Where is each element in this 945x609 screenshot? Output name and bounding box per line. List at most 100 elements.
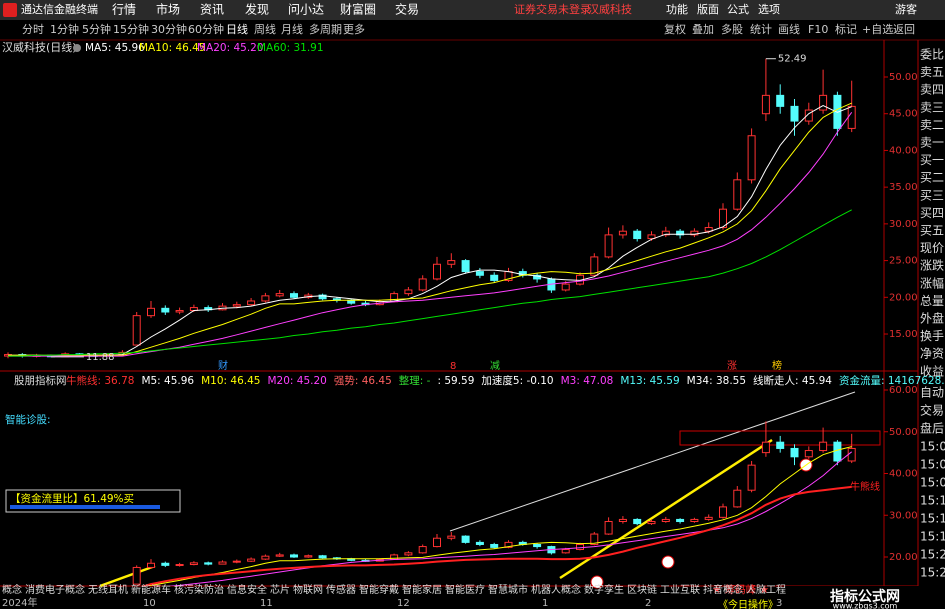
candle-body — [661, 518, 670, 523]
candle-body — [418, 546, 427, 554]
sidebar-label: 涨幅 — [920, 275, 944, 290]
concept-tag[interactable]: 消费电子概念 — [25, 583, 85, 596]
concept-tag[interactable]: 信息安全 — [227, 583, 267, 596]
concept-tag[interactable]: 概念 — [2, 583, 22, 596]
candle-body — [819, 441, 828, 452]
annotation: 【资金流里比】61.49%买 — [10, 492, 134, 505]
tool-button[interactable]: 返回 — [893, 23, 915, 36]
tool-button[interactable]: +自选 — [862, 23, 893, 36]
candle-body — [561, 283, 570, 291]
candle-body — [618, 230, 627, 236]
candle-body — [633, 230, 642, 240]
sidebar-label: 15:1 — [920, 530, 945, 544]
concept-tag[interactable]: 物联网 — [293, 583, 323, 596]
concept-tag[interactable]: 智能穿戴 — [359, 583, 399, 596]
sidebar-label: 15:00 — [920, 476, 945, 490]
indicator-value: M13: 45.59 — [620, 375, 679, 387]
menu-item[interactable]: 问小达 — [288, 3, 324, 17]
user[interactable]: 游客 — [895, 2, 917, 16]
period-tab[interactable]: 周线 — [254, 22, 276, 36]
tool-button[interactable]: 叠加 — [692, 23, 714, 36]
menu-item[interactable]: 财富圈 — [340, 2, 376, 17]
menu-item[interactable]: 功能 — [666, 2, 688, 16]
candle-body — [447, 260, 456, 265]
menu-item[interactable]: 发现 — [245, 2, 269, 17]
concept-tag[interactable]: 智能医疗 — [445, 583, 485, 596]
concept-tag[interactable]: 数字孪生 — [584, 583, 624, 596]
candle-body — [790, 447, 799, 458]
menu-item[interactable]: 公式 — [727, 3, 749, 16]
period-tab[interactable]: 分时 — [22, 23, 44, 36]
concept-tag[interactable]: 人脑工程 — [746, 583, 786, 596]
sidebar-label: 收益 — [920, 364, 944, 378]
candle-body — [833, 441, 842, 462]
candle-body — [290, 293, 298, 298]
candle-body — [147, 562, 155, 568]
y-tick-label: 30.00 — [889, 510, 918, 521]
candle-body — [461, 260, 470, 273]
plot-area — [4, 58, 856, 359]
period-tab[interactable]: 更多 — [343, 22, 365, 36]
candle-body — [232, 304, 241, 307]
period-tab[interactable]: 5分钟 — [82, 22, 111, 36]
period-tab[interactable]: 30分钟 — [151, 22, 187, 36]
candle-body — [776, 441, 785, 449]
tool-button[interactable]: F10 — [808, 23, 828, 36]
sidebar-label: 买三 — [920, 188, 944, 202]
sidebar-label: 总量 — [920, 294, 944, 308]
period-tab[interactable]: 月线 — [281, 22, 303, 36]
candle-body — [819, 94, 828, 111]
sidebar-label: 15:1 — [920, 494, 945, 508]
low-label: 11.88 — [86, 352, 115, 363]
tool-button[interactable]: 标记 — [835, 22, 857, 36]
candle-body — [590, 533, 599, 545]
concept-tag[interactable]: 智能家居 — [402, 583, 442, 596]
candle-body — [132, 315, 141, 346]
settings-icon[interactable] — [73, 44, 81, 52]
indicator-value: M20: 45.20 — [267, 375, 326, 387]
sidebar-label: 现价 — [920, 241, 944, 255]
concept-tag[interactable]: 无线耳机 — [88, 583, 128, 596]
menu-item[interactable]: 市场 — [156, 2, 180, 17]
period-tab[interactable]: 15分钟 — [113, 22, 149, 36]
concept-tag[interactable]: 新能源车 — [131, 583, 171, 596]
chart-title: 汉威科技(日线) — [2, 40, 77, 54]
candle-body — [175, 310, 184, 313]
tool-button[interactable]: 统计 — [750, 23, 772, 36]
concept-tag[interactable]: 抖音概念 — [703, 583, 743, 596]
menu-item[interactable]: 交易 — [395, 2, 419, 17]
concept-tag[interactable]: 传感器 — [326, 583, 356, 596]
indicator-title: 股朋指标网 — [14, 374, 67, 387]
candle-body — [218, 561, 227, 565]
tool-button[interactable]: 画线 — [778, 22, 800, 36]
period-tab[interactable]: 1分钟 — [50, 22, 79, 36]
candle-body — [604, 234, 613, 258]
menu-item[interactable]: 选项 — [758, 3, 780, 16]
period-tab[interactable]: 60分钟 — [188, 22, 224, 36]
menu-item[interactable]: 版面 — [697, 2, 719, 16]
legend-entry: MA10: 46.45 — [139, 42, 206, 54]
period-tab[interactable]: 多周期 — [309, 22, 342, 36]
menu-item[interactable]: 行情 — [112, 3, 136, 17]
menu-item[interactable]: 资讯 — [200, 3, 224, 17]
candle-body — [576, 543, 584, 550]
y-tick-label: 35.00 — [889, 182, 918, 193]
note: 《今日操作》 — [718, 598, 778, 609]
event-marker: 榜 — [772, 359, 782, 372]
period-tab[interactable]: 日线 — [226, 22, 248, 36]
concept-tag[interactable]: 机器人概念 — [531, 583, 581, 596]
concept-tag[interactable]: 核污染防治 — [174, 583, 224, 596]
candle-body — [461, 535, 470, 543]
tool-button[interactable]: 多股 — [721, 22, 743, 36]
concept-tag[interactable]: 芯片 — [270, 583, 290, 596]
concept-tag[interactable]: 工业互联 — [660, 584, 700, 596]
date-label: 3 — [776, 598, 782, 609]
concept-tag[interactable]: 智慧城市 — [488, 583, 528, 596]
candle-body — [490, 543, 499, 548]
tool-button[interactable]: 复权 — [664, 22, 686, 36]
trend-line — [99, 564, 156, 588]
date-label: 1 — [542, 598, 548, 609]
concept-tag[interactable]: 区块链 — [627, 583, 657, 596]
stock-name: 汉威科技 — [588, 2, 632, 16]
login-notice: 证券交易未登录 — [514, 2, 591, 16]
